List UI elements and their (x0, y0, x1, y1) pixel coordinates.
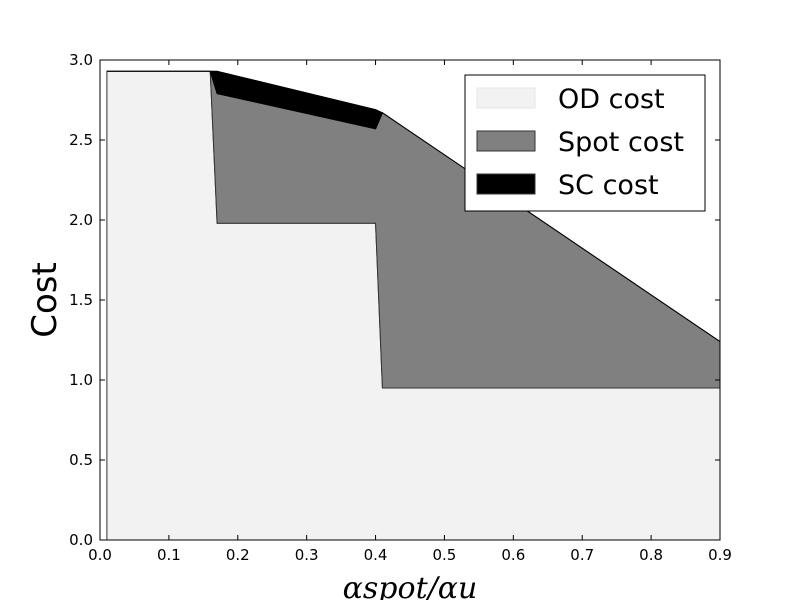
legend-label: OD cost (558, 84, 665, 115)
x-tick-label: 0.7 (570, 546, 594, 564)
y-tick-label: 2.0 (69, 211, 93, 229)
x-tick-label: 0.9 (708, 546, 732, 564)
x-tick-label: 0.4 (364, 546, 388, 564)
legend-swatch (476, 87, 536, 109)
y-tick-label: 3.0 (69, 51, 93, 69)
y-axis-label: Cost (25, 262, 65, 338)
x-tick-label: 0.5 (433, 546, 457, 564)
legend-swatch (476, 130, 536, 152)
x-tick-label: 0.0 (88, 546, 112, 564)
x-tick-label: 0.8 (639, 546, 663, 564)
ticks-group: 0.0 0.1 0.2 0.3 0.4 0.5 0.6 0.7 0.8 0.9 0.0 0.5 1.0 1… (69, 51, 732, 564)
legend-label: Spot cost (558, 127, 684, 158)
legend-swatch (476, 173, 536, 195)
y-tick-label: 1.5 (69, 291, 93, 309)
y-tick-label: 0.0 (69, 531, 93, 549)
x-tick-label: 0.6 (501, 546, 525, 564)
legend: OD cost Spot cost SC cost (464, 74, 706, 212)
legend-label: SC cost (558, 170, 659, 201)
x-tick-label: 0.1 (157, 546, 181, 564)
x-axis-label: αspot/αu (343, 571, 478, 600)
x-tick-label: 0.3 (295, 546, 319, 564)
x-tick-label: 0.2 (226, 546, 250, 564)
y-tick-label: 2.5 (69, 131, 93, 149)
y-tick-label: 1.0 (69, 371, 93, 389)
y-tick-label: 0.5 (69, 451, 93, 469)
